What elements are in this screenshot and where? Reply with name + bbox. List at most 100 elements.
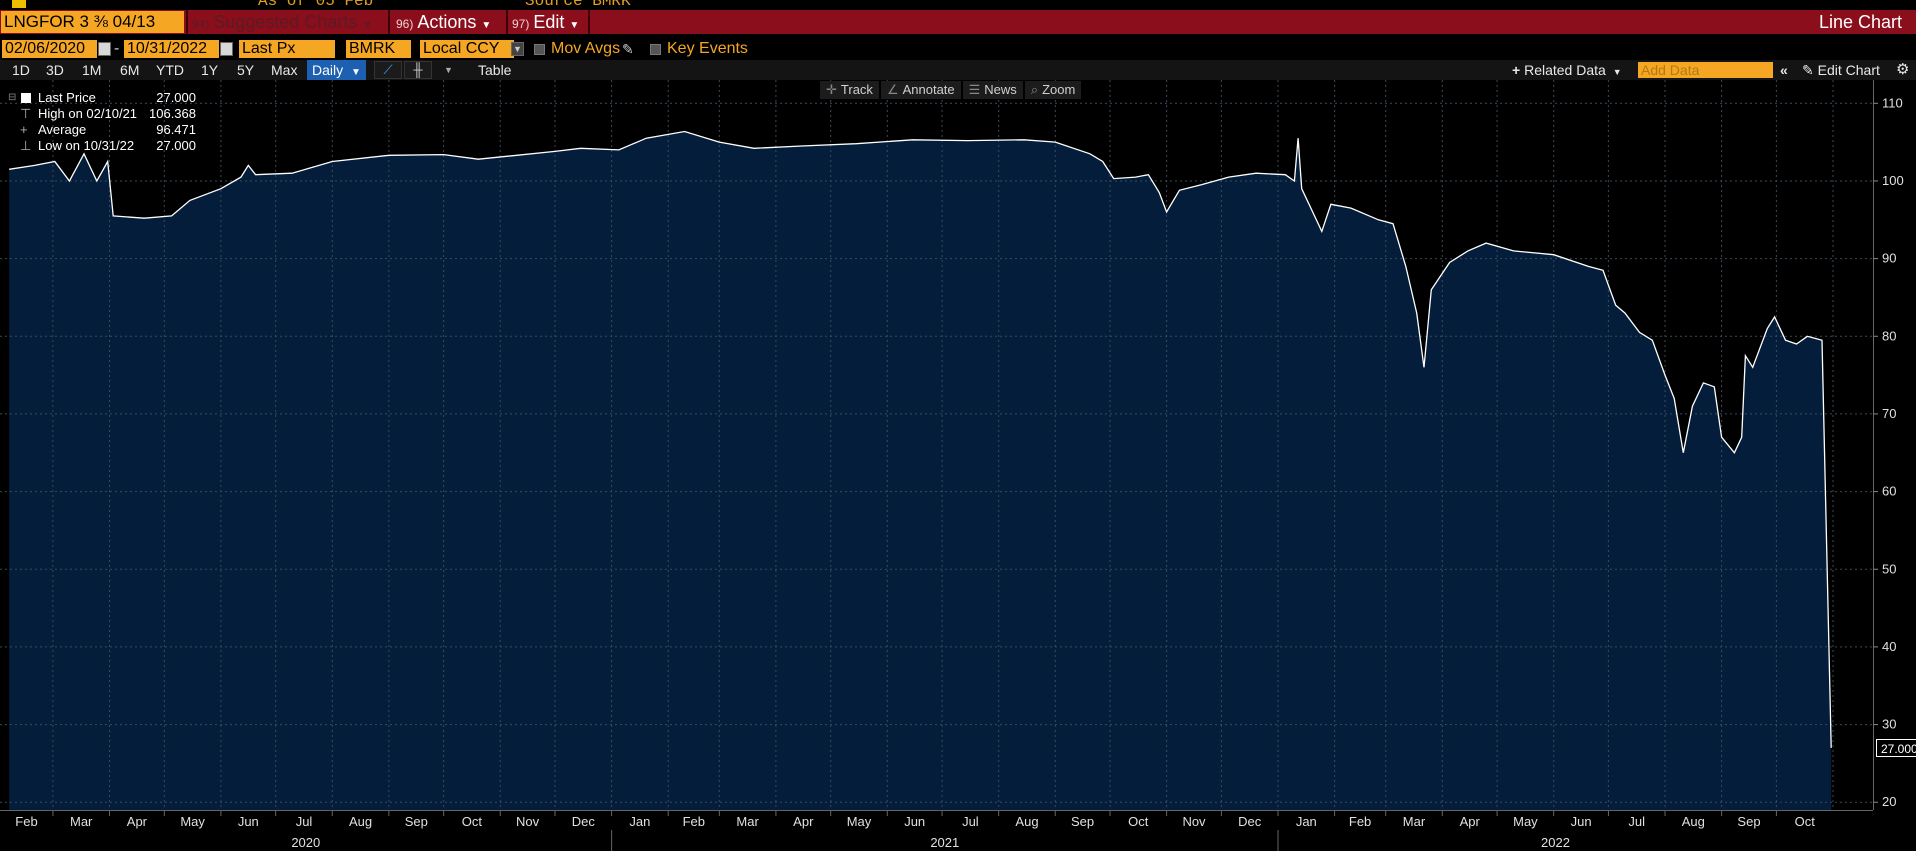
key-events-label[interactable]: Key Events: [667, 40, 748, 57]
x-month-label: Jul: [962, 814, 979, 829]
x-month-label: Mar: [736, 814, 759, 829]
price-area-fill: [9, 131, 1832, 810]
period-1y-button[interactable]: 1Y: [201, 62, 219, 78]
track-tool[interactable]: ✛ Track: [820, 81, 879, 99]
chart-legend: ⊟ Last Price 27.000 ⊤ High on 02/10/21 1…: [8, 90, 200, 154]
legend-row-average: + Average 96.471: [8, 122, 200, 138]
y-axis-svg: 20 30 40 50 60 70 80 90 100 110: [1873, 80, 1904, 810]
parameter-row: 02/06/2020 - 10/31/2022 Last Px BMRK Loc…: [0, 38, 1916, 60]
collapse-icon[interactable]: ⊟: [8, 92, 17, 103]
line-chart-type-icon[interactable]: ⟋: [374, 61, 402, 79]
menu-label: Edit: [533, 12, 565, 32]
y-tick-label: 20: [1882, 794, 1896, 809]
news-tool[interactable]: ☰ News: [962, 81, 1023, 99]
table-button[interactable]: Table: [478, 62, 512, 78]
zoom-tool[interactable]: ⌕ Zoom: [1024, 81, 1082, 99]
title-separator: [588, 10, 590, 34]
y-tick-label: 100: [1882, 173, 1904, 188]
x-month-label: Jan: [1296, 814, 1317, 829]
calendar-icon[interactable]: [98, 42, 111, 56]
title-separator: [388, 10, 390, 34]
magnifier-icon: ⌕: [1030, 82, 1039, 97]
collapse-left-icon[interactable]: «: [1780, 62, 1788, 78]
title-bar: LNGFOR 3 ⅜ 04/13 94) Suggested Charts ▼ 96…: [0, 10, 1916, 34]
period-6m-button[interactable]: 6M: [120, 62, 140, 78]
x-year-label: 2020: [291, 835, 320, 850]
price-line: [9, 130, 1832, 748]
period-1d-button[interactable]: 1D: [12, 62, 30, 78]
actions-menu[interactable]: 96) Actions ▼: [396, 10, 491, 34]
x-month-label: Nov: [516, 814, 540, 829]
settings-gear-icon[interactable]: ⚙: [1896, 61, 1910, 78]
annotate-label: Annotate: [902, 82, 955, 97]
period-toolbar: 1D 3D 1M 6M YTD 1Y 5Y Max Daily ▼ ⟋ ╫ ▼ …: [0, 60, 1916, 80]
period-3d-button[interactable]: 3D: [46, 62, 64, 78]
y-tick-label: 30: [1882, 717, 1896, 732]
x-month-label: Dec: [1238, 814, 1262, 829]
last-price-value: 27.000: [156, 90, 196, 105]
source-selector[interactable]: BMRK: [346, 40, 411, 58]
frequency-dropdown[interactable]: Daily ▼: [307, 60, 366, 80]
average-label: Average: [38, 122, 87, 137]
period-1m-button[interactable]: 1M: [82, 62, 102, 78]
legend-row-last-price[interactable]: ⊟ Last Price 27.000: [8, 90, 200, 106]
news-label: News: [984, 82, 1017, 97]
series-swatch: [21, 93, 31, 103]
low-marker-icon: ⊥: [20, 138, 32, 153]
suggested-charts-menu[interactable]: 94) Suggested Charts ▼: [192, 10, 372, 34]
legend-row-low: ⊥ Low on 10/31/22 27.000: [8, 138, 200, 154]
field-selector[interactable]: Last Px: [239, 40, 335, 58]
y-tick-label: 80: [1882, 328, 1896, 343]
legend-row-high: ⊤ High on 02/10/21 106.368: [8, 106, 200, 122]
x-year-label: 2022: [1541, 835, 1570, 850]
mov-avgs-label[interactable]: Mov Avgs: [551, 40, 621, 57]
edit-menu[interactable]: 97) Edit ▼: [512, 10, 579, 34]
end-date-field[interactable]: 10/31/2022: [124, 40, 219, 58]
calendar-icon[interactable]: [220, 42, 233, 56]
chevron-down-icon: ▼: [481, 20, 492, 31]
top-status-strip: As of 05 Feb Source BMRK: [0, 0, 1916, 10]
x-month-label: May: [1513, 814, 1538, 829]
chevron-down-icon[interactable]: ▼: [511, 42, 524, 56]
x-month-label: Jul: [1628, 814, 1645, 829]
pencil-icon: ✎: [1802, 62, 1814, 78]
add-data-input[interactable]: Add Data: [1638, 62, 1773, 78]
period-ytd-button[interactable]: YTD: [156, 62, 184, 78]
pencil-icon[interactable]: ✎: [622, 41, 634, 57]
x-month-label: Jan: [629, 814, 650, 829]
edit-chart-button[interactable]: ✎ Edit Chart: [1802, 60, 1880, 80]
period-max-button[interactable]: Max: [271, 62, 298, 78]
x-month-label: Apr: [127, 814, 148, 829]
mov-avgs-checkbox[interactable]: [534, 44, 545, 55]
chevron-down-icon: ▼: [569, 20, 580, 31]
annotate-tool[interactable]: ∠ Annotate: [880, 81, 961, 99]
key-events-checkbox[interactable]: [650, 44, 661, 55]
related-data-menu[interactable]: + Related Data ▼: [1512, 60, 1622, 80]
edit-chart-label: Edit Chart: [1817, 62, 1880, 78]
currency-selector[interactable]: Local CCY: [420, 40, 514, 58]
x-month-label: Jul: [296, 814, 313, 829]
menu-number: 96): [396, 17, 414, 31]
plot-area[interactable]: [0, 80, 1873, 810]
chevron-down-icon[interactable]: ▼: [444, 65, 453, 75]
chart-tools: ✛ Track ∠ Annotate ☰ News ⌕ Zoom: [820, 81, 1082, 99]
date-range-dash: -: [114, 40, 120, 57]
period-5y-button[interactable]: 5Y: [237, 62, 255, 78]
x-month-label: May: [847, 814, 872, 829]
bar-chart-type-icon[interactable]: ╫: [404, 61, 432, 79]
high-value: 106.368: [149, 106, 196, 121]
menu-label: Actions: [417, 12, 477, 32]
x-month-label: Feb: [15, 814, 37, 829]
x-month-label: Aug: [349, 814, 372, 829]
security-ticker[interactable]: LNGFOR 3 ⅜ 04/13: [1, 11, 184, 33]
zoom-label: Zoom: [1042, 82, 1076, 97]
track-label: Track: [840, 82, 873, 97]
x-month-label: Dec: [572, 814, 596, 829]
start-date-field[interactable]: 02/06/2020: [2, 40, 97, 58]
frequency-label: Daily: [312, 62, 344, 78]
x-month-label: Jun: [1571, 814, 1592, 829]
plus-icon: +: [1512, 62, 1521, 78]
x-month-label: Feb: [683, 814, 705, 829]
x-month-label: Apr: [793, 814, 814, 829]
last-value-tag: 27.000: [1876, 739, 1916, 757]
